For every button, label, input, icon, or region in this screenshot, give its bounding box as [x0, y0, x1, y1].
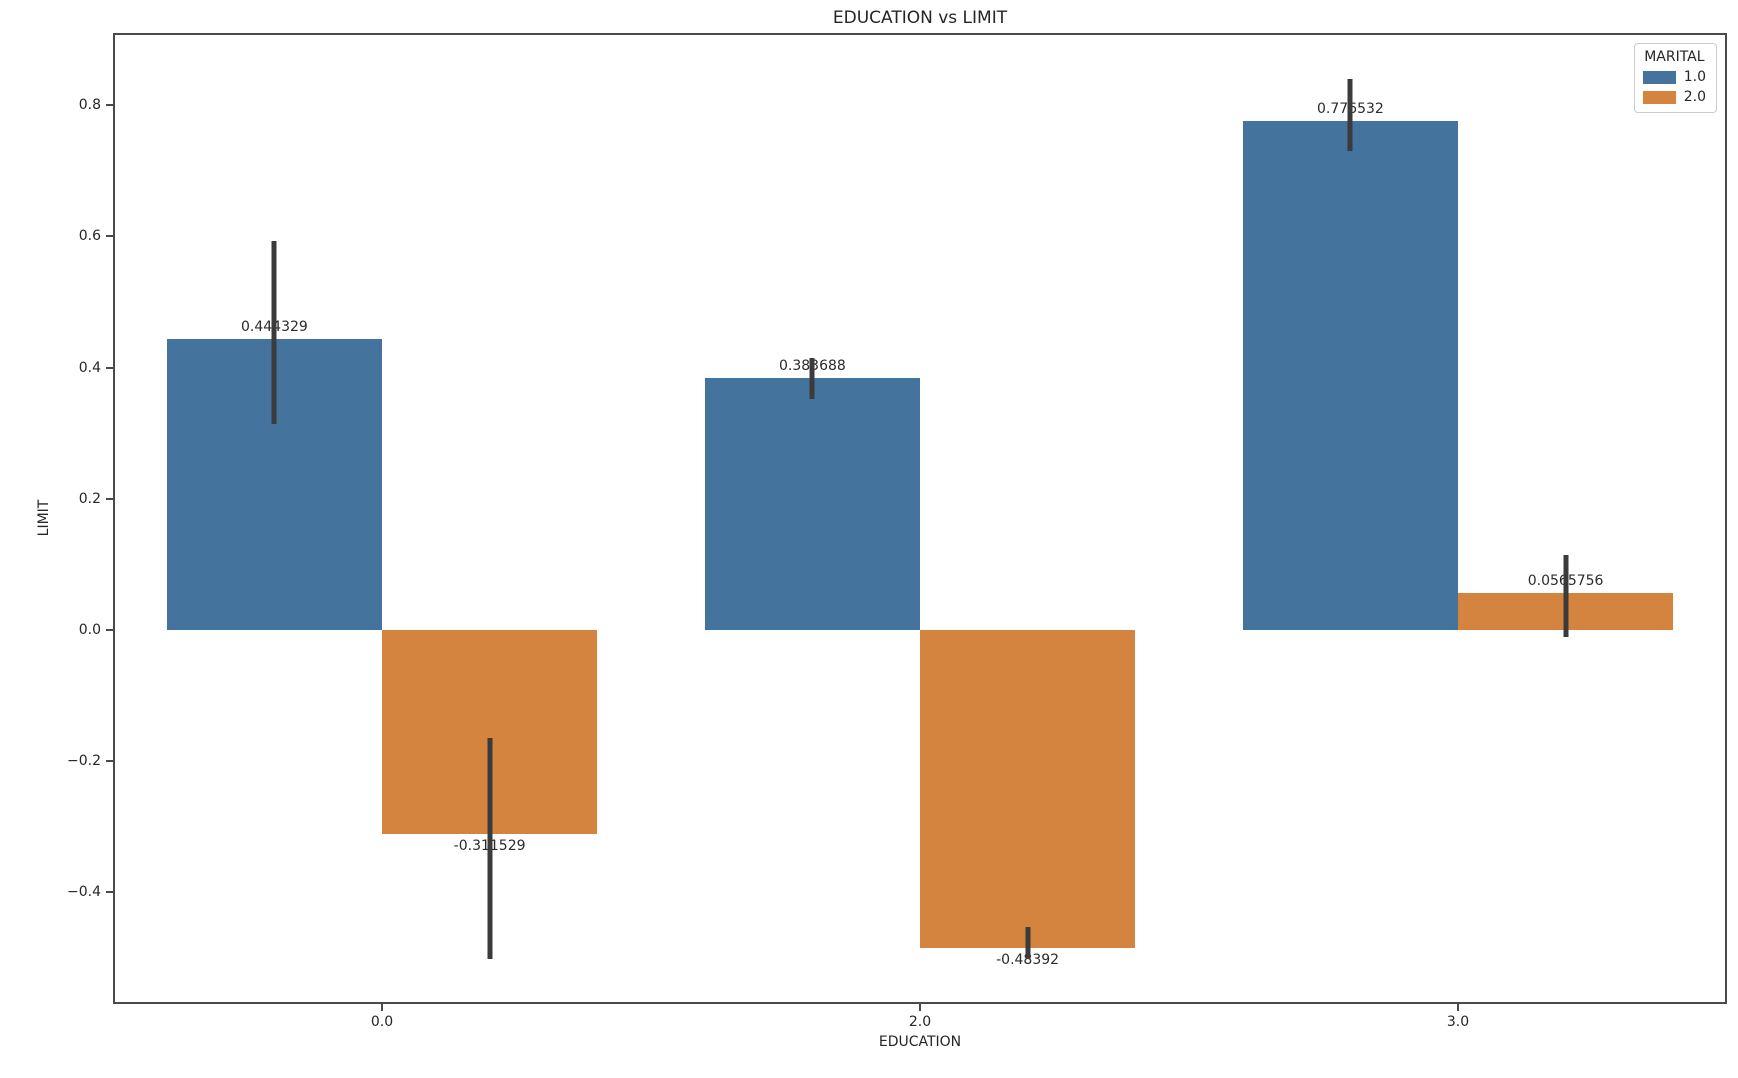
y-tick-label: −0.4 [67, 884, 101, 901]
x-tick [919, 1004, 921, 1011]
legend-entries: 1.0 2.0 [1642, 69, 1706, 105]
y-tick-label: 0.4 [78, 359, 101, 376]
error-bar [487, 738, 493, 960]
plot-area: MARITAL 1.02.0 0.4443290.3836880.776532-… [113, 33, 1727, 1004]
chart-title: EDUCATION vs LIMIT [832, 8, 1008, 28]
legend-swatch [1642, 90, 1676, 104]
y-tick [106, 891, 113, 894]
bar [704, 378, 920, 631]
y-tick [106, 497, 113, 500]
error-bar [1563, 554, 1569, 638]
y-tick [106, 366, 113, 369]
y-tick [106, 104, 113, 107]
error-bar [1347, 78, 1353, 152]
y-tick [106, 629, 113, 632]
error-bar [1025, 926, 1031, 960]
legend-title: MARITAL [1644, 49, 1705, 65]
y-tick-label: 0.8 [78, 97, 101, 114]
y-tick-label: 0.6 [78, 228, 101, 245]
x-tick [1457, 1004, 1459, 1011]
x-tick-label: 3.0 [1446, 1014, 1470, 1030]
legend-entry-label: 1.0 [1683, 69, 1706, 85]
bar [1242, 120, 1458, 631]
y-tick [106, 235, 113, 238]
legend: MARITAL 1.0 2.0 [1633, 43, 1717, 113]
error-bar [809, 357, 815, 400]
error-bar [271, 240, 277, 424]
x-tick-label: 0.0 [370, 1014, 394, 1030]
x-tick-label: 2.0 [908, 1014, 932, 1030]
x-tick [381, 1004, 383, 1011]
legend-entry-label: 2.0 [1683, 89, 1706, 105]
legend-swatch [1642, 70, 1676, 84]
y-tick-label: 0.2 [78, 490, 101, 507]
bar-value-label: -0.48392 [996, 951, 1060, 968]
legend-entry: 2.0 [1642, 89, 1706, 105]
bar [920, 630, 1136, 948]
y-tick-label: 0.0 [78, 622, 101, 639]
legend-entry: 1.0 [1642, 69, 1706, 85]
y-tick-label: −0.2 [67, 753, 101, 770]
x-axis-label: EDUCATION [878, 1034, 962, 1050]
y-tick [106, 760, 113, 763]
